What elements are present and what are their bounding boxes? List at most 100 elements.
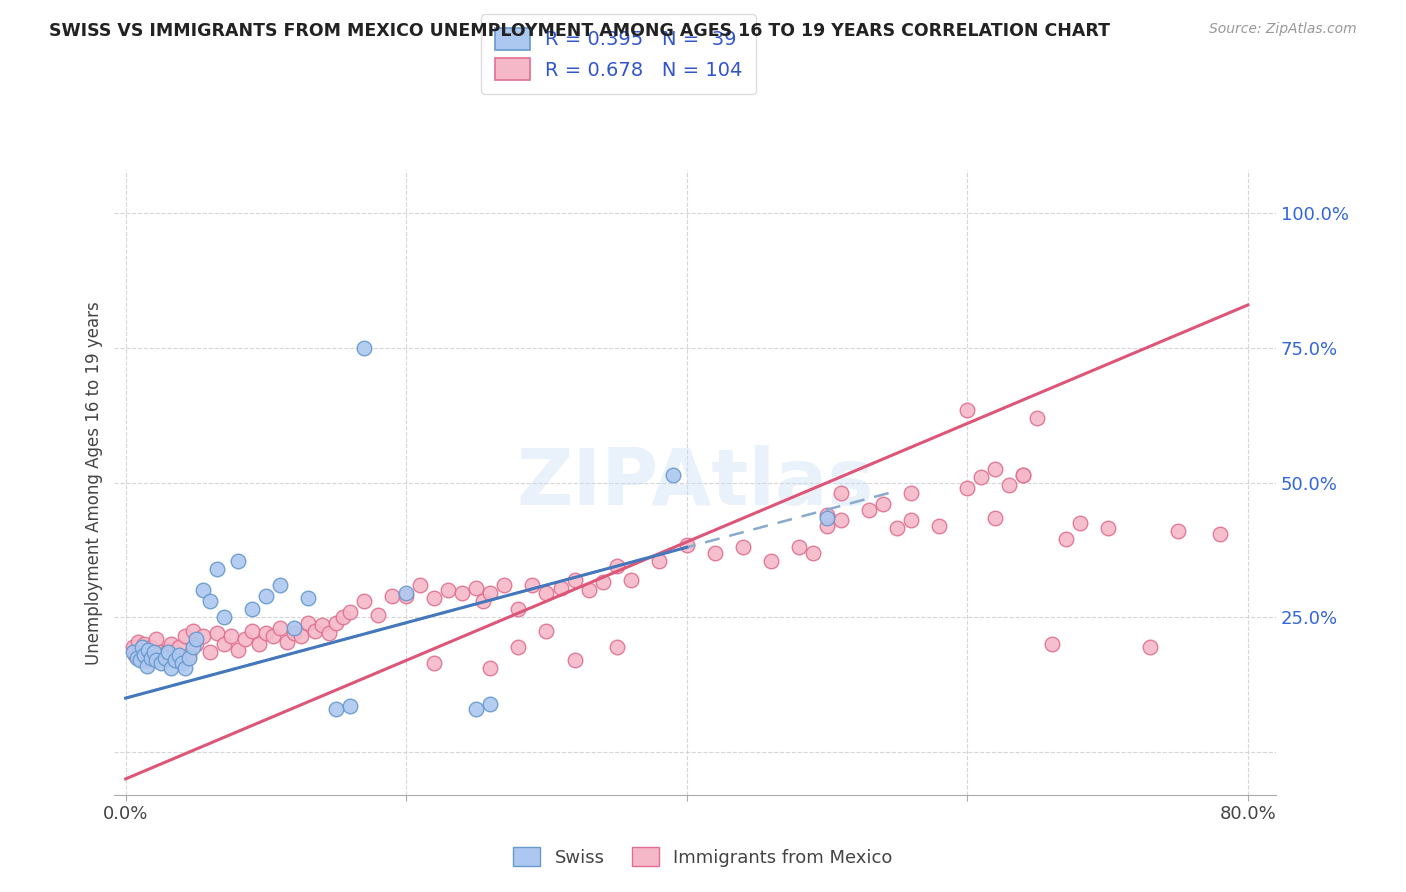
Point [136, 645, 159, 659]
Point [170, 653, 193, 667]
Point [465, 581, 488, 595]
Point [153, 650, 176, 665]
Point [325, 615, 347, 630]
Point [170, 656, 193, 670]
Point [395, 589, 418, 603]
Point [1097, 521, 1119, 535]
Point [564, 653, 586, 667]
Point [956, 481, 979, 495]
Point [121, 645, 143, 659]
Point [149, 645, 172, 659]
Point [149, 656, 172, 670]
Text: Source: ZipAtlas.com: Source: ZipAtlas.com [1209, 22, 1357, 37]
Point [353, 594, 375, 608]
Point [815, 510, 838, 524]
Point [578, 583, 600, 598]
Point [984, 510, 1007, 524]
Point [125, 650, 148, 665]
Point [184, 632, 207, 646]
Point [233, 632, 256, 646]
Point [465, 702, 488, 716]
Point [153, 650, 176, 665]
Point [1012, 467, 1035, 482]
Legend: R = 0.395   N =  39, R = 0.678   N = 104: R = 0.395 N = 39, R = 0.678 N = 104 [481, 14, 756, 94]
Point [830, 486, 852, 500]
Point [128, 650, 150, 665]
Point [479, 661, 502, 675]
Point [159, 637, 181, 651]
Point [592, 575, 614, 590]
Point [984, 462, 1007, 476]
Legend: Swiss, Immigrants from Mexico: Swiss, Immigrants from Mexico [506, 840, 900, 874]
Point [269, 621, 291, 635]
Point [254, 626, 277, 640]
Point [325, 702, 347, 716]
Point [423, 656, 446, 670]
Point [606, 640, 628, 654]
Point [1040, 637, 1063, 651]
Point [998, 478, 1021, 492]
Point [163, 653, 186, 667]
Point [139, 650, 162, 665]
Point [703, 546, 725, 560]
Point [226, 642, 249, 657]
Point [536, 586, 558, 600]
Point [254, 589, 277, 603]
Point [661, 467, 683, 482]
Point [181, 640, 204, 654]
Point [1069, 516, 1091, 530]
Point [297, 591, 319, 606]
Point [1139, 640, 1161, 654]
Point [423, 591, 446, 606]
Point [205, 626, 228, 640]
Point [283, 626, 305, 640]
Point [142, 650, 165, 665]
Point [451, 586, 474, 600]
Point [184, 637, 207, 651]
Point [395, 586, 418, 600]
Point [269, 578, 291, 592]
Point [177, 650, 200, 665]
Point [240, 624, 263, 638]
Point [508, 602, 530, 616]
Point [872, 497, 894, 511]
Point [522, 578, 544, 592]
Point [815, 518, 838, 533]
Point [163, 645, 186, 659]
Point [276, 634, 298, 648]
Point [132, 648, 155, 662]
Point [131, 642, 153, 657]
Point [219, 629, 242, 643]
Point [332, 610, 354, 624]
Point [759, 554, 782, 568]
Point [339, 699, 361, 714]
Point [198, 645, 221, 659]
Point [205, 562, 228, 576]
Text: SWISS VS IMMIGRANTS FROM MEXICO UNEMPLOYMENT AMONG AGES 16 TO 19 YEARS CORRELATI: SWISS VS IMMIGRANTS FROM MEXICO UNEMPLOY… [49, 22, 1111, 40]
Point [928, 518, 950, 533]
Point [886, 521, 908, 535]
Point [191, 629, 214, 643]
Point [318, 626, 340, 640]
Point [145, 632, 167, 646]
Point [353, 341, 375, 355]
Point [304, 624, 326, 638]
Point [135, 653, 157, 667]
Point [212, 637, 235, 651]
Point [159, 661, 181, 675]
Point [167, 648, 190, 662]
Point [127, 634, 149, 648]
Point [900, 486, 922, 500]
Point [156, 645, 179, 659]
Point [494, 578, 516, 592]
Point [536, 624, 558, 638]
Text: ZIPAtlas: ZIPAtlas [516, 445, 875, 521]
Point [132, 637, 155, 651]
Point [900, 513, 922, 527]
Point [479, 697, 502, 711]
Point [121, 640, 143, 654]
Point [472, 594, 495, 608]
Point [339, 605, 361, 619]
Point [145, 653, 167, 667]
Point [787, 541, 810, 555]
